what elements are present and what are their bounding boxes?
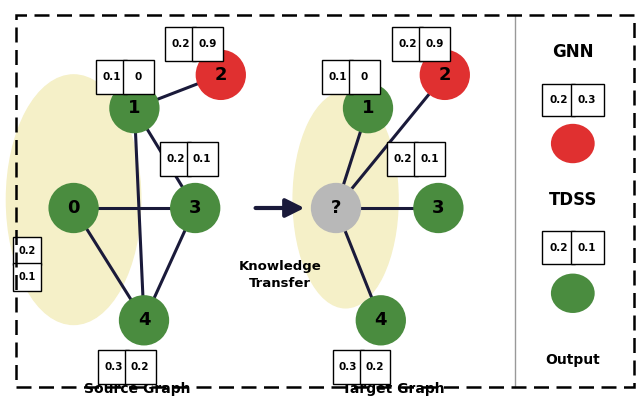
FancyBboxPatch shape	[160, 142, 191, 176]
Text: Source Graph: Source Graph	[84, 382, 191, 396]
Ellipse shape	[293, 92, 398, 308]
Ellipse shape	[196, 51, 245, 99]
Ellipse shape	[6, 75, 141, 324]
Ellipse shape	[49, 184, 98, 232]
FancyBboxPatch shape	[165, 27, 196, 60]
Text: Output: Output	[545, 353, 600, 367]
Ellipse shape	[312, 184, 360, 232]
Text: 0: 0	[360, 72, 368, 82]
Text: 4: 4	[138, 311, 150, 329]
FancyBboxPatch shape	[13, 263, 41, 291]
Text: 0.3: 0.3	[578, 95, 596, 105]
Text: 0.2: 0.2	[172, 39, 189, 49]
Text: 0.9: 0.9	[198, 39, 216, 49]
Text: Target Graph: Target Graph	[342, 382, 445, 396]
Text: 0.2: 0.2	[166, 154, 184, 164]
Text: 0.3: 0.3	[339, 362, 357, 372]
Text: 0.2: 0.2	[19, 246, 35, 256]
Text: Knowledge
Transfer: Knowledge Transfer	[238, 260, 321, 290]
Text: 0: 0	[67, 199, 80, 217]
Text: 0.1: 0.1	[578, 243, 596, 253]
Text: 0.2: 0.2	[549, 243, 568, 253]
Ellipse shape	[120, 296, 168, 344]
Text: 3: 3	[189, 199, 202, 217]
Text: ?: ?	[331, 199, 341, 217]
Ellipse shape	[414, 184, 463, 232]
Text: TDSS: TDSS	[548, 191, 597, 209]
FancyBboxPatch shape	[571, 231, 604, 264]
Text: 1: 1	[362, 99, 374, 117]
Ellipse shape	[110, 84, 159, 132]
Text: 0.2: 0.2	[399, 39, 417, 49]
FancyBboxPatch shape	[333, 350, 364, 384]
FancyBboxPatch shape	[192, 27, 223, 60]
Text: 0.1: 0.1	[19, 272, 35, 282]
FancyBboxPatch shape	[571, 84, 604, 116]
FancyBboxPatch shape	[360, 350, 390, 384]
FancyBboxPatch shape	[414, 142, 445, 176]
Text: 2: 2	[214, 66, 227, 84]
Text: 0.1: 0.1	[328, 72, 346, 82]
Text: 0: 0	[134, 72, 142, 82]
FancyBboxPatch shape	[387, 142, 418, 176]
FancyBboxPatch shape	[322, 60, 353, 94]
FancyBboxPatch shape	[187, 142, 218, 176]
Ellipse shape	[356, 296, 405, 344]
Text: 0.1: 0.1	[102, 72, 120, 82]
FancyBboxPatch shape	[123, 60, 154, 94]
Ellipse shape	[551, 274, 595, 313]
Text: 0.1: 0.1	[420, 154, 438, 164]
FancyBboxPatch shape	[542, 84, 575, 116]
Text: GNN: GNN	[552, 43, 593, 61]
Text: 2: 2	[438, 66, 451, 84]
FancyBboxPatch shape	[98, 350, 129, 384]
Text: 1: 1	[128, 99, 141, 117]
FancyBboxPatch shape	[13, 237, 41, 265]
Text: 0.2: 0.2	[549, 95, 568, 105]
FancyBboxPatch shape	[542, 231, 575, 264]
FancyBboxPatch shape	[392, 27, 423, 60]
FancyBboxPatch shape	[419, 27, 450, 60]
Text: 0.1: 0.1	[193, 154, 211, 164]
Text: 3: 3	[432, 199, 445, 217]
FancyBboxPatch shape	[349, 60, 380, 94]
Text: 0.2: 0.2	[394, 154, 412, 164]
Ellipse shape	[551, 124, 595, 163]
Text: 4: 4	[374, 311, 387, 329]
Text: 0.2: 0.2	[366, 362, 384, 372]
Text: 0.9: 0.9	[426, 39, 444, 49]
Ellipse shape	[171, 184, 220, 232]
Text: 0.2: 0.2	[131, 362, 149, 372]
FancyBboxPatch shape	[125, 350, 156, 384]
Text: 0.3: 0.3	[104, 362, 122, 372]
Ellipse shape	[420, 51, 469, 99]
Ellipse shape	[344, 84, 392, 132]
FancyBboxPatch shape	[96, 60, 127, 94]
